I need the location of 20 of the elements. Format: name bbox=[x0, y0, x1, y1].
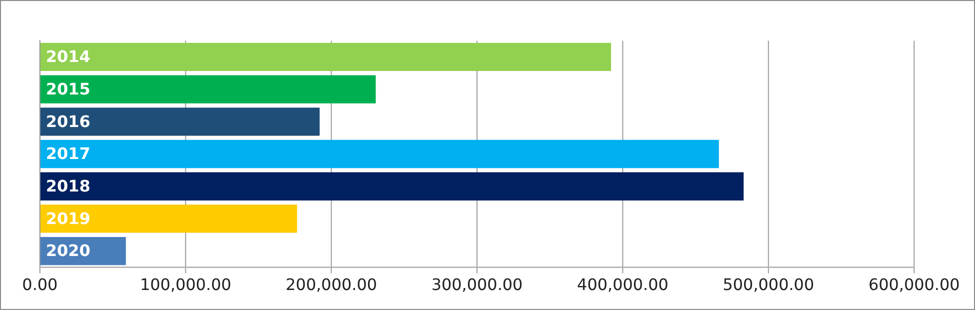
y-tick-label: 2017 bbox=[46, 144, 90, 164]
y-tick-label: 2020 bbox=[46, 241, 90, 260]
bar bbox=[40, 140, 719, 168]
y-tick-label: 2018 bbox=[46, 176, 90, 196]
x-tick-label: 300,000.00 bbox=[431, 274, 523, 294]
bar bbox=[40, 108, 320, 136]
bar bbox=[40, 75, 376, 104]
x-tick-label: 200,000.00 bbox=[286, 274, 378, 294]
x-tick-label: 500,000.00 bbox=[722, 274, 814, 294]
x-tick-label: 100,000.00 bbox=[140, 274, 232, 294]
y-tick-label: 2014 bbox=[46, 47, 90, 66]
x-tick-label: 600,000.00 bbox=[868, 274, 960, 294]
x-tick-label: 0.00 bbox=[22, 274, 58, 294]
bar bbox=[40, 42, 612, 71]
y-tick-label: 2015 bbox=[46, 79, 90, 98]
y-tick-label: 2019 bbox=[46, 208, 90, 228]
x-tick-label: 400,000.00 bbox=[577, 274, 668, 294]
y-tick-label: 2016 bbox=[46, 112, 90, 131]
bar bbox=[40, 204, 298, 233]
bar bbox=[40, 172, 744, 200]
